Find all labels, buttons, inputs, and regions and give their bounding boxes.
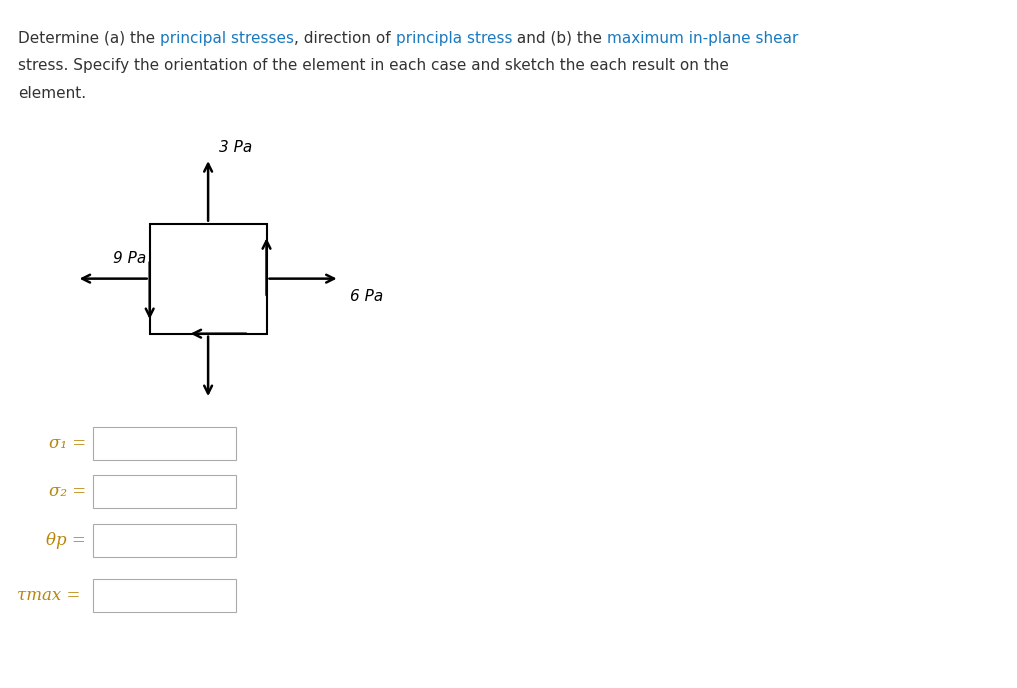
Text: τmax =: τmax = — [17, 587, 80, 603]
Text: 3 Pa: 3 Pa — [219, 140, 252, 155]
FancyBboxPatch shape — [94, 524, 236, 557]
Text: , direction of: , direction of — [294, 31, 396, 46]
Text: maximum in-plane shear: maximum in-plane shear — [607, 31, 798, 46]
Text: σ₁ =: σ₁ = — [49, 436, 86, 452]
Text: principla stress: principla stress — [396, 31, 513, 46]
Text: 6 Pa: 6 Pa — [351, 289, 383, 304]
FancyBboxPatch shape — [94, 427, 236, 460]
Text: and (b) the: and (b) the — [513, 31, 607, 46]
Text: stress. Specify the orientation of the element in each case and sketch the each : stress. Specify the orientation of the e… — [18, 58, 729, 74]
Text: element.: element. — [18, 86, 86, 101]
Text: θp =: θp = — [47, 532, 86, 548]
Text: principal stresses: principal stresses — [161, 31, 294, 46]
FancyBboxPatch shape — [94, 475, 236, 508]
Text: σ₂ =: σ₂ = — [49, 484, 86, 500]
Text: Determine (a) the: Determine (a) the — [18, 31, 161, 46]
Text: 9 Pa: 9 Pa — [113, 251, 146, 266]
FancyBboxPatch shape — [94, 579, 236, 612]
